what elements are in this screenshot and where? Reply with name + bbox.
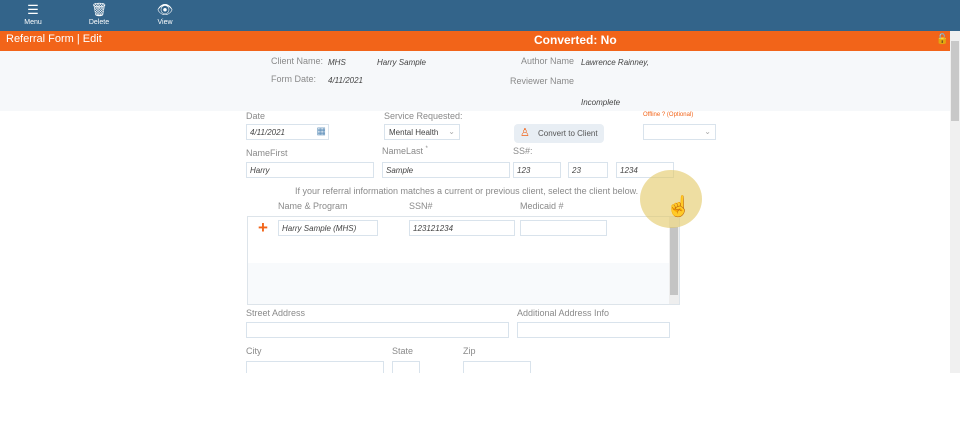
ssn-part1-input[interactable]: 123 bbox=[513, 162, 561, 178]
delete-button[interactable]: 🗑 Delete bbox=[74, 0, 124, 31]
top-toolbar: ☰ Menu 🗑 Delete 👁 View bbox=[0, 0, 960, 31]
client-name-label: Client Name: bbox=[271, 56, 324, 66]
match-name-input[interactable]: Harry Sample (MHS) bbox=[278, 220, 378, 236]
list-item[interactable]: + Harry Sample (MHS) 123121234 bbox=[248, 217, 670, 263]
reviewer-label: Reviewer Name bbox=[510, 76, 575, 86]
offline-label: Offline ? (Optional) bbox=[643, 112, 694, 118]
additional-address-input[interactable] bbox=[517, 322, 670, 338]
service-label: Service Requested: bbox=[384, 111, 463, 121]
click-highlight bbox=[640, 170, 702, 228]
author-label: Author Name bbox=[521, 56, 575, 66]
form-date: 4/11/2021 bbox=[328, 76, 363, 85]
author-name: Lawrence Rainney, bbox=[581, 58, 649, 67]
last-name-value: Sample bbox=[386, 166, 414, 175]
service-select[interactable]: Mental Health ⌄ bbox=[384, 124, 460, 140]
first-name-label: NameFirst bbox=[246, 148, 288, 158]
city-label: City bbox=[246, 346, 262, 356]
convert-label: Convert to Client bbox=[538, 129, 598, 138]
unlock-icon[interactable]: 🔓 bbox=[936, 34, 949, 45]
offline-select[interactable]: ⌄ bbox=[643, 124, 716, 140]
converted-status: Converted: No bbox=[534, 33, 617, 47]
calendar-icon[interactable]: ▦ bbox=[316, 126, 326, 137]
state-label: State bbox=[392, 346, 414, 356]
list-scrollbar[interactable] bbox=[669, 217, 679, 304]
page-scrollbar[interactable] bbox=[950, 31, 960, 373]
first-name-value: Harry bbox=[250, 166, 270, 175]
match-ssn-input[interactable]: 123121234 bbox=[409, 220, 515, 236]
zip-label: Zip bbox=[463, 346, 476, 356]
eye-icon: 👁 bbox=[156, 2, 174, 17]
required-marker: * bbox=[425, 146, 428, 152]
first-name-input[interactable]: Harry bbox=[246, 162, 374, 178]
match-name-value: Harry Sample (MHS) bbox=[282, 224, 357, 233]
form-date-label: Form Date: bbox=[271, 74, 317, 84]
page-title: Referral Form | Edit bbox=[6, 33, 102, 45]
ssn-part2-input[interactable]: 23 bbox=[568, 162, 608, 178]
view-button[interactable]: 👁 View bbox=[140, 0, 190, 31]
last-name-label: NameLast * bbox=[382, 146, 428, 156]
col-ssn: SSN# bbox=[409, 201, 433, 211]
add-plus-icon[interactable]: + bbox=[258, 218, 268, 237]
form-header-bar: Referral Form | Edit Converted: No 🔓 bbox=[0, 31, 950, 51]
hand-cursor-icon: ☝ bbox=[666, 196, 691, 218]
match-note: If your referral information matches a c… bbox=[295, 186, 639, 196]
col-medicaid: Medicaid # bbox=[520, 201, 564, 211]
ssn1-value: 123 bbox=[517, 166, 531, 175]
client-program: MHS bbox=[328, 58, 346, 67]
page-footer-blank bbox=[0, 373, 960, 442]
menu-icon: ☰ bbox=[27, 2, 39, 17]
convert-to-client-button[interactable]: ♙ Convert to Client bbox=[514, 124, 604, 143]
chevron-down-icon: ⌄ bbox=[704, 127, 711, 136]
client-name: Harry Sample bbox=[377, 58, 426, 67]
street-label: Street Address bbox=[246, 308, 306, 318]
last-name-text: NameLast bbox=[382, 146, 424, 156]
trash-icon: 🗑 bbox=[90, 2, 108, 17]
date-value: 4/11/2021 bbox=[250, 128, 285, 137]
additional-address-label: Additional Address Info bbox=[517, 308, 610, 318]
match-medicaid-input[interactable] bbox=[520, 220, 607, 236]
last-name-input[interactable]: Sample bbox=[382, 162, 510, 178]
ssn2-value: 23 bbox=[572, 166, 581, 175]
summary-panel: Client Name: MHS Harry Sample Form Date:… bbox=[0, 51, 950, 111]
date-label: Date bbox=[246, 111, 266, 121]
scroll-thumb[interactable] bbox=[951, 41, 959, 121]
ssn3-value: 1234 bbox=[620, 166, 638, 175]
service-value: Mental Health bbox=[389, 128, 439, 137]
chevron-down-icon: ⌄ bbox=[448, 127, 455, 136]
menu-button[interactable]: ☰ Menu bbox=[8, 0, 58, 31]
ssn-label: SS#: bbox=[513, 146, 533, 156]
matching-clients-list: + Harry Sample (MHS) 123121234 bbox=[247, 216, 680, 305]
form-state: Incomplete bbox=[581, 98, 621, 107]
user-convert-icon: ♙ bbox=[520, 127, 530, 139]
street-input[interactable] bbox=[246, 322, 509, 338]
col-name-program: Name & Program bbox=[278, 201, 348, 211]
match-ssn-value: 123121234 bbox=[413, 224, 454, 233]
date-input[interactable]: 4/11/2021 ▦ bbox=[246, 124, 329, 140]
